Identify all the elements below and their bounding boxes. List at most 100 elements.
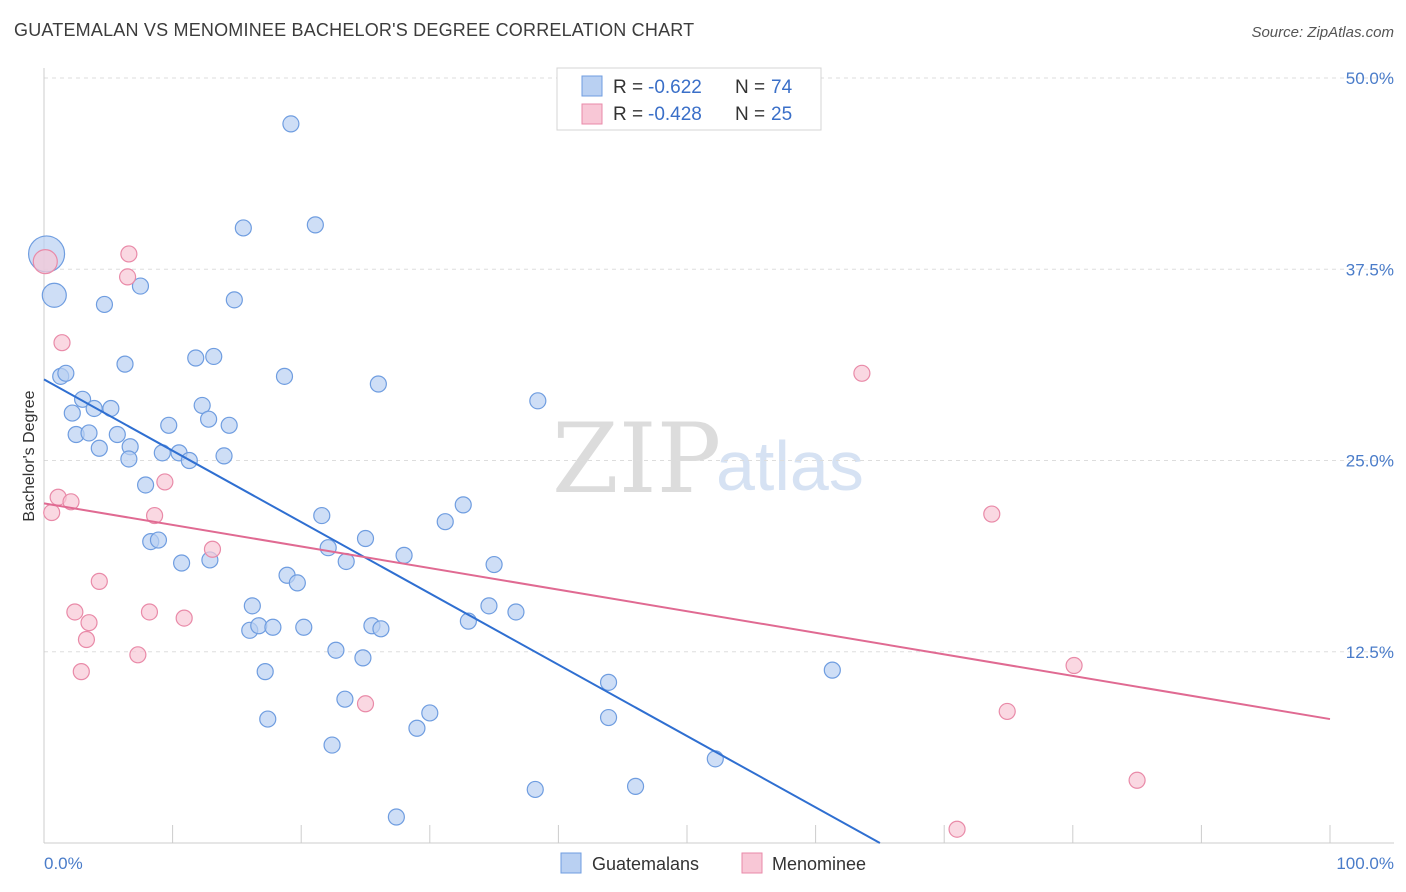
y-tick-label-2: 37.5% bbox=[1346, 260, 1394, 279]
point-menominee-10 bbox=[118, 268, 137, 286]
point-guatemalans-4 bbox=[63, 404, 81, 422]
point-guatemalans-59 bbox=[408, 719, 426, 737]
point-menominee-4 bbox=[62, 493, 80, 511]
point-guatemalans-25 bbox=[193, 396, 211, 415]
point-guatemalans-60 bbox=[421, 704, 439, 722]
point-guatemalans-40 bbox=[275, 367, 294, 385]
point-guatemalans-26 bbox=[200, 410, 218, 428]
chart-source: Source: ZipAtlas.com bbox=[1251, 24, 1394, 41]
point-menominee-5 bbox=[66, 603, 84, 621]
legend-n-label-guatemalans: N = bbox=[735, 77, 765, 98]
x-tick-label-min: 0.0% bbox=[44, 854, 83, 873]
point-guatemalans-9 bbox=[90, 439, 108, 457]
point-menominee-7 bbox=[77, 630, 96, 649]
point-guatemalans-29 bbox=[220, 416, 238, 434]
point-guatemalans-36 bbox=[250, 617, 268, 635]
point-guatemalans-39 bbox=[264, 618, 282, 636]
point-menominee-16 bbox=[175, 609, 193, 627]
point-guatemalans-24 bbox=[187, 349, 205, 367]
bottom-legend-label-menominee: Menominee bbox=[772, 854, 866, 874]
point-guatemalans-38 bbox=[259, 710, 277, 728]
point-menominee-18 bbox=[356, 695, 375, 713]
point-guatemalans-8 bbox=[85, 399, 103, 418]
point-guatemalans-16 bbox=[120, 450, 138, 468]
point-guatemalans-43 bbox=[288, 574, 306, 592]
legend-swatch-guatemalans bbox=[581, 75, 603, 97]
point-menominee-8 bbox=[80, 614, 98, 632]
point-guatemalans-69 bbox=[599, 708, 618, 727]
point-guatemalans-52 bbox=[356, 529, 375, 548]
point-guatemalans-21 bbox=[160, 416, 178, 434]
bottom-legend: Guatemalans Menominee bbox=[560, 852, 866, 874]
top-legend: R = -0.622 N = 74 R = -0.428 N = 25 bbox=[556, 67, 822, 131]
point-guatemalans-12 bbox=[95, 295, 114, 314]
point-guatemalans-7 bbox=[80, 424, 98, 442]
point-guatemalans-67 bbox=[526, 780, 544, 799]
point-guatemalans-1 bbox=[41, 282, 67, 308]
bottom-legend-label-guatemalans: Guatemalans bbox=[592, 854, 699, 874]
legend-r-value-menominee: -0.428 bbox=[648, 104, 702, 125]
point-menominee-13 bbox=[140, 603, 159, 621]
point-guatemalans-50 bbox=[336, 690, 354, 708]
grid-lines bbox=[44, 77, 1394, 653]
x-tick-label-max: 100.0% bbox=[1336, 854, 1394, 873]
point-guatemalans-35 bbox=[243, 597, 261, 615]
legend-r-label-guatemalans: R = bbox=[613, 77, 643, 98]
axes bbox=[43, 68, 1394, 844]
legend-swatch-menominee bbox=[581, 103, 603, 125]
point-guatemalans-49 bbox=[327, 641, 345, 659]
point-guatemalans-64 bbox=[480, 597, 498, 615]
point-guatemalans-55 bbox=[369, 375, 387, 393]
point-menominee-20 bbox=[948, 820, 966, 838]
point-menominee-24 bbox=[1128, 771, 1146, 789]
point-menominee-14 bbox=[145, 506, 164, 525]
point-guatemalans-45 bbox=[306, 216, 324, 234]
point-guatemalans-65 bbox=[485, 555, 503, 574]
point-guatemalans-44 bbox=[295, 618, 313, 636]
point-guatemalans-68 bbox=[529, 392, 547, 410]
bottom-legend-swatch-menominee bbox=[741, 852, 763, 874]
legend-r-value-guatemalans: -0.622 bbox=[648, 77, 702, 98]
point-guatemalans-42 bbox=[282, 115, 300, 133]
point-guatemalans-14 bbox=[131, 277, 150, 295]
point-guatemalans-46 bbox=[313, 506, 331, 525]
point-menominee-11 bbox=[120, 245, 138, 263]
point-guatemalans-56 bbox=[372, 620, 390, 638]
point-guatemalans-70 bbox=[599, 673, 618, 691]
y-tick-label-3: 50.0% bbox=[1346, 69, 1394, 88]
point-guatemalans-72 bbox=[706, 750, 724, 768]
point-menominee-6 bbox=[72, 663, 90, 681]
series-guatemalans-points bbox=[27, 115, 841, 826]
point-guatemalans-17 bbox=[136, 476, 155, 494]
watermark-zip: ZIP bbox=[552, 403, 721, 515]
point-menominee-1 bbox=[43, 503, 61, 522]
legend-n-value-guatemalans: 74 bbox=[771, 77, 793, 98]
point-guatemalans-13 bbox=[116, 355, 134, 373]
point-guatemalans-48 bbox=[323, 736, 341, 754]
point-menominee-12 bbox=[129, 646, 147, 664]
point-guatemalans-61 bbox=[436, 513, 454, 531]
legend-r-label-menominee: R = bbox=[613, 104, 643, 125]
point-menominee-3 bbox=[53, 334, 71, 352]
point-menominee-21 bbox=[983, 505, 1001, 523]
point-guatemalans-62 bbox=[454, 496, 472, 514]
trend-line-menominee bbox=[43, 502, 1331, 721]
y-tick-label-1: 25.0% bbox=[1346, 452, 1394, 471]
point-guatemalans-28 bbox=[215, 447, 233, 465]
point-guatemalans-3 bbox=[57, 364, 75, 382]
point-menominee-23 bbox=[1065, 656, 1083, 675]
y-axis-tick-labels: 12.5% 25.0% 37.5% 50.0% bbox=[1346, 69, 1394, 662]
point-guatemalans-37 bbox=[256, 663, 274, 681]
x-axis-ticks bbox=[172, 825, 1331, 843]
point-guatemalans-33 bbox=[234, 219, 252, 237]
point-menominee-22 bbox=[998, 702, 1016, 721]
point-menominee-0 bbox=[32, 249, 58, 275]
chart-title: GUATEMALAN VS MENOMINEE BACHELOR'S DEGRE… bbox=[14, 20, 695, 40]
trend-line-guatemalans bbox=[43, 378, 881, 844]
point-guatemalans-11 bbox=[108, 425, 126, 444]
point-guatemalans-47 bbox=[319, 539, 337, 557]
y-axis-label: Bachelor's Degree bbox=[21, 390, 38, 521]
y-tick-label-0: 12.5% bbox=[1346, 643, 1394, 662]
point-guatemalans-73 bbox=[823, 661, 841, 679]
